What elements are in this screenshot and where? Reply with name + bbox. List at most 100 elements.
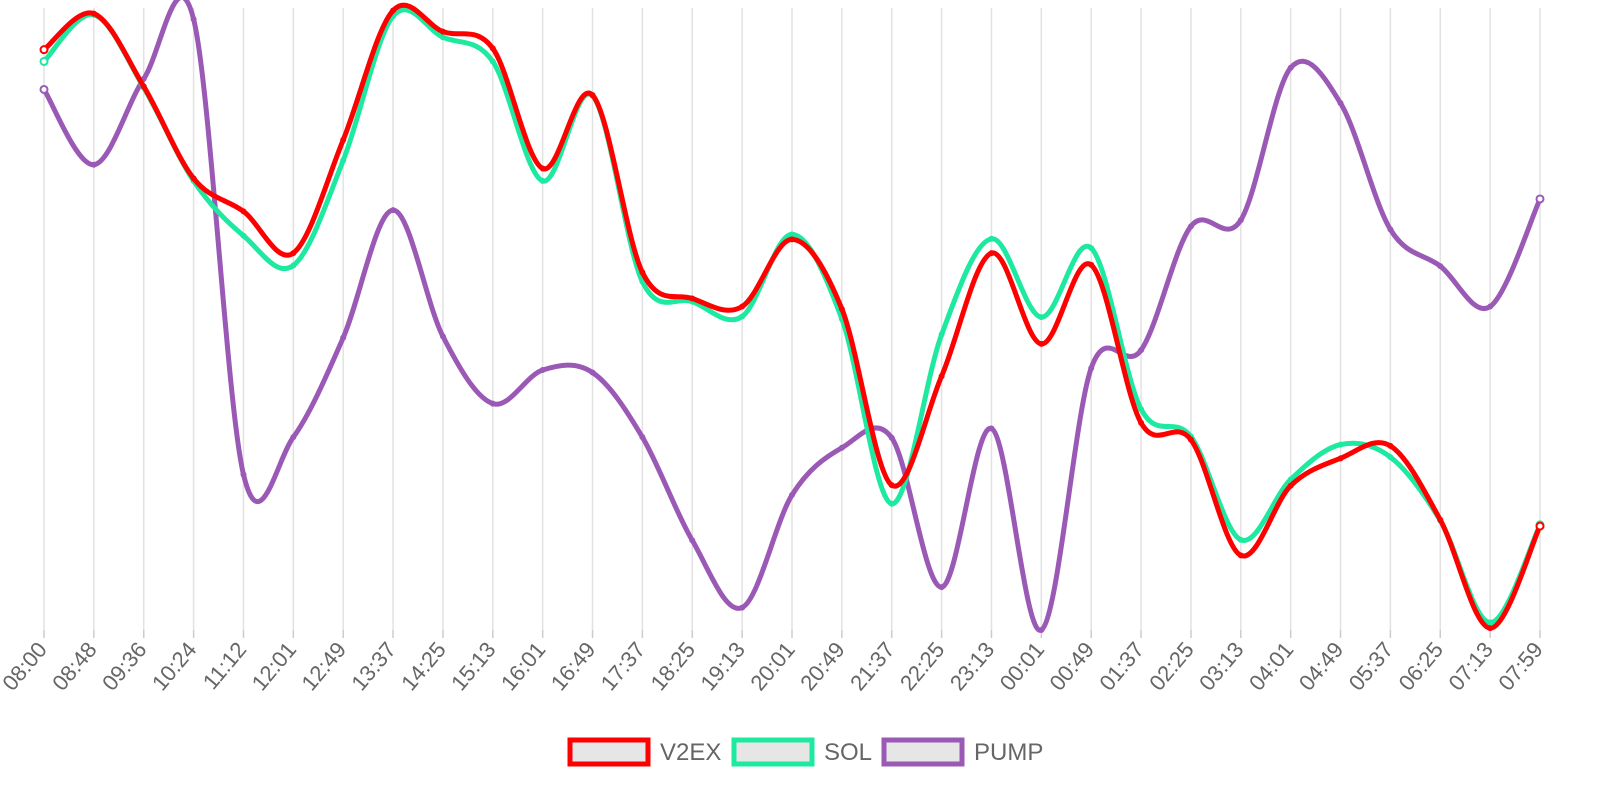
x-tick-label: 07:59 (1493, 637, 1548, 695)
data-point-sol[interactable] (1138, 406, 1145, 413)
data-point-pump[interactable] (340, 334, 347, 341)
data-point-v2ex[interactable] (1287, 482, 1294, 489)
data-point-pump[interactable] (639, 434, 646, 441)
x-tick-label: 11:12 (198, 637, 251, 694)
data-point-pump[interactable] (1387, 226, 1394, 233)
data-point-sol[interactable] (1088, 245, 1095, 252)
x-tick-label: 04:49 (1294, 637, 1349, 695)
data-point-pump[interactable] (739, 604, 746, 611)
data-point-pump[interactable] (290, 434, 297, 441)
data-point-pump[interactable] (1187, 223, 1194, 230)
data-point-sol[interactable] (1337, 441, 1344, 448)
x-tick-label: 21:37 (845, 637, 900, 695)
data-point-pump[interactable] (1138, 347, 1145, 354)
data-point-pump[interactable] (390, 207, 397, 214)
legend-swatch-sol (731, 737, 815, 767)
data-point-pump[interactable] (1337, 100, 1344, 107)
data-point-pump[interactable] (90, 161, 97, 168)
data-point-sol[interactable] (539, 177, 546, 184)
data-point-pump[interactable] (888, 434, 895, 441)
x-tick-label: 01:37 (1094, 637, 1149, 695)
data-point-sol[interactable] (489, 58, 496, 65)
data-point-pump[interactable] (1088, 365, 1095, 372)
data-point-v2ex[interactable] (1387, 442, 1394, 449)
data-point-v2ex[interactable] (1237, 552, 1244, 559)
data-point-pump[interactable] (539, 367, 546, 374)
data-point-v2ex[interactable] (290, 250, 297, 257)
data-point-sol[interactable] (290, 262, 297, 269)
data-point-v2ex[interactable] (789, 236, 795, 243)
data-point-v2ex[interactable] (190, 175, 197, 182)
data-point-pump[interactable] (938, 584, 945, 591)
x-tick-label: 00:49 (1044, 637, 1099, 695)
data-point-pump[interactable] (1487, 303, 1494, 310)
data-point-pump[interactable] (988, 425, 995, 432)
data-point-pump[interactable] (1237, 217, 1244, 224)
x-tick-label: 00:01 (995, 637, 1050, 695)
data-point-sol[interactable] (39, 56, 49, 66)
legend-item-sol[interactable]: SOL (731, 737, 872, 767)
data-point-v2ex[interactable] (439, 28, 446, 35)
data-point-v2ex[interactable] (489, 45, 496, 52)
data-point-pump[interactable] (240, 471, 247, 478)
data-point-pump[interactable] (1437, 263, 1444, 270)
data-point-pump[interactable] (439, 333, 446, 340)
data-point-sol[interactable] (988, 235, 995, 242)
data-point-v2ex[interactable] (140, 83, 147, 90)
data-point-v2ex[interactable] (888, 482, 895, 489)
data-point-v2ex[interactable] (39, 45, 49, 55)
x-tick-label: 20:49 (795, 637, 850, 695)
data-point-v2ex[interactable] (340, 136, 347, 143)
x-tick-label: 12:49 (296, 637, 351, 695)
data-point-sol[interactable] (1038, 314, 1045, 321)
data-point-sol[interactable] (789, 231, 795, 238)
data-point-v2ex[interactable] (1088, 261, 1095, 268)
data-point-sol[interactable] (888, 500, 895, 507)
data-point-v2ex[interactable] (1187, 436, 1194, 443)
data-point-pump[interactable] (1535, 194, 1545, 204)
data-point-v2ex[interactable] (988, 250, 995, 257)
data-point-v2ex[interactable] (240, 208, 247, 215)
data-point-v2ex[interactable] (938, 373, 945, 380)
legend-item-pump[interactable]: PUMP (881, 737, 1043, 767)
data-point-v2ex[interactable] (1487, 625, 1494, 632)
data-point-pump[interactable] (39, 84, 49, 94)
data-point-v2ex[interactable] (1138, 419, 1145, 426)
x-tick-label: 18:25 (646, 637, 701, 695)
data-point-pump[interactable] (190, 16, 197, 23)
legend-item-v2ex[interactable]: V2EX (567, 737, 721, 767)
data-point-v2ex[interactable] (539, 165, 546, 172)
data-point-sol[interactable] (439, 34, 446, 41)
data-point-sol[interactable] (1487, 619, 1494, 626)
data-point-v2ex[interactable] (689, 295, 696, 302)
data-point-v2ex[interactable] (838, 306, 845, 313)
data-point-sol[interactable] (1237, 536, 1244, 543)
data-point-sol[interactable] (938, 331, 945, 338)
data-point-sol[interactable] (340, 157, 347, 164)
data-point-pump[interactable] (1287, 64, 1294, 71)
data-point-sol[interactable] (1387, 454, 1394, 461)
x-tick-label: 07:13 (1443, 637, 1498, 695)
data-point-v2ex[interactable] (639, 269, 646, 276)
data-point-v2ex[interactable] (1038, 340, 1045, 347)
legend-swatch-v2ex (567, 737, 651, 767)
data-point-v2ex[interactable] (1337, 455, 1344, 462)
data-point-pump[interactable] (489, 400, 496, 407)
data-point-pump[interactable] (589, 369, 596, 376)
data-point-pump[interactable] (789, 492, 795, 499)
x-tick-label: 06:25 (1394, 637, 1449, 695)
data-point-v2ex[interactable] (390, 7, 397, 14)
data-point-pump[interactable] (1038, 627, 1045, 633)
data-point-v2ex[interactable] (1535, 521, 1545, 531)
data-point-sol[interactable] (1287, 476, 1294, 483)
data-point-pump[interactable] (689, 537, 696, 544)
data-point-sol[interactable] (739, 313, 746, 320)
data-point-pump[interactable] (838, 444, 845, 451)
data-point-v2ex[interactable] (589, 92, 596, 99)
data-point-v2ex[interactable] (739, 303, 746, 310)
x-tick-label: 22:25 (895, 637, 950, 695)
data-point-v2ex[interactable] (90, 10, 97, 17)
data-point-sol[interactable] (240, 232, 247, 239)
data-point-v2ex[interactable] (1437, 516, 1444, 523)
